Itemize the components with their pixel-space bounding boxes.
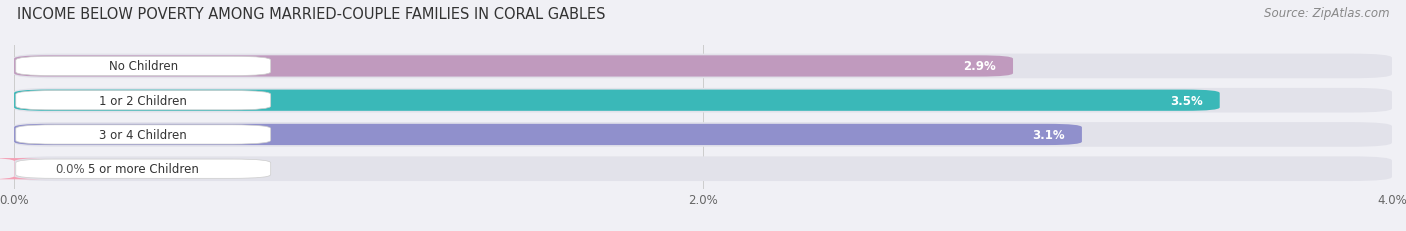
FancyBboxPatch shape [15, 57, 271, 76]
FancyBboxPatch shape [14, 56, 1012, 77]
Text: 2.9%: 2.9% [963, 60, 995, 73]
FancyBboxPatch shape [14, 54, 1392, 79]
FancyBboxPatch shape [14, 124, 1083, 146]
Text: No Children: No Children [108, 60, 177, 73]
FancyBboxPatch shape [14, 123, 1392, 147]
FancyBboxPatch shape [15, 159, 271, 179]
FancyBboxPatch shape [14, 157, 1392, 181]
FancyBboxPatch shape [15, 91, 271, 110]
Text: INCOME BELOW POVERTY AMONG MARRIED-COUPLE FAMILIES IN CORAL GABLES: INCOME BELOW POVERTY AMONG MARRIED-COUPL… [17, 7, 606, 22]
Text: 3.5%: 3.5% [1170, 94, 1202, 107]
Text: 3 or 4 Children: 3 or 4 Children [100, 128, 187, 141]
Text: 0.0%: 0.0% [55, 162, 84, 175]
FancyBboxPatch shape [14, 88, 1392, 113]
FancyBboxPatch shape [15, 125, 271, 144]
FancyBboxPatch shape [14, 90, 1219, 111]
Text: 5 or more Children: 5 or more Children [87, 162, 198, 175]
Text: 3.1%: 3.1% [1032, 128, 1064, 141]
Text: 1 or 2 Children: 1 or 2 Children [100, 94, 187, 107]
FancyBboxPatch shape [0, 158, 48, 179]
Text: Source: ZipAtlas.com: Source: ZipAtlas.com [1264, 7, 1389, 20]
